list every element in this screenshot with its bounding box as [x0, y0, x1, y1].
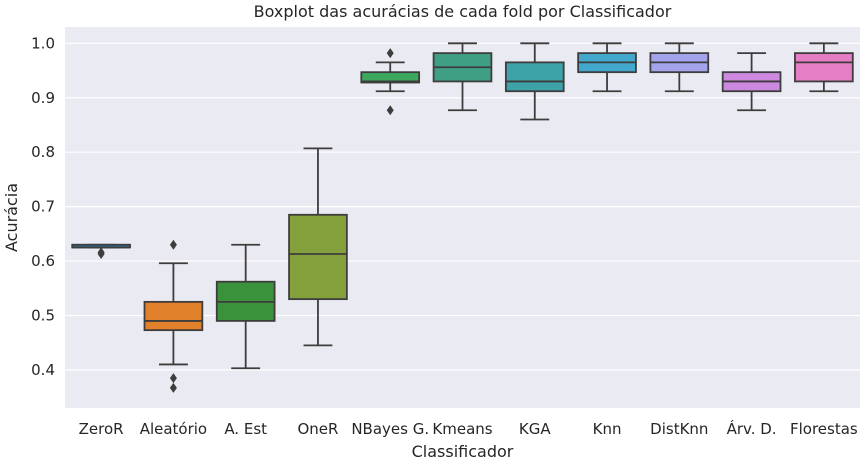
box-10	[721, 52, 782, 112]
outlier-point	[97, 247, 105, 258]
box-8	[577, 42, 637, 93]
y-tick-label: 0.5	[31, 306, 55, 324]
iqr-box	[360, 71, 421, 84]
x-tick-label: Árv. D.	[727, 419, 777, 438]
outlier-point	[386, 48, 394, 59]
x-tick-label: ZeroR	[79, 420, 124, 438]
x-tick-labels: ZeroR Aleatório A. Est OneR NBayes G. Kmeans K…	[79, 419, 858, 438]
y-tick-label: 0.4	[31, 361, 55, 379]
box-6	[432, 42, 493, 112]
chart-title: Boxplot das acurácias de cada fold por C…	[254, 2, 672, 21]
box-9	[649, 42, 710, 93]
x-tick-label: NBayes G.	[351, 420, 429, 438]
outlier-point	[169, 382, 177, 393]
y-tick-label: 0.6	[31, 252, 55, 270]
iqr-box	[288, 213, 348, 301]
y-tick-label: 1.0	[31, 34, 55, 52]
box-11	[794, 42, 854, 93]
x-axis-title: Classificador	[412, 442, 514, 460]
y-tick-label: 0.7	[31, 198, 55, 216]
box-2	[143, 239, 204, 393]
boxes	[71, 42, 854, 393]
x-tick-label: Florestas	[790, 420, 858, 438]
x-tick-label: KGA	[519, 420, 551, 438]
box-1	[71, 243, 131, 259]
x-tick-label: Aleatório	[140, 420, 207, 438]
outlier-point	[169, 373, 177, 384]
x-tick-label: Knn	[593, 420, 622, 438]
y-tick-label: 0.8	[31, 143, 55, 161]
y-tick-labels: 0.4 0.5 0.6 0.7 0.8 0.9 1.0	[31, 34, 55, 379]
box-5	[360, 48, 421, 116]
x-tick-label: A. Est	[224, 420, 267, 438]
x-tick-label: Kmeans	[432, 420, 492, 438]
box-4	[288, 147, 348, 347]
box-3	[215, 243, 276, 370]
outlier-point	[169, 239, 177, 250]
outlier-point	[386, 105, 394, 116]
y-tick-label: 0.9	[31, 89, 55, 107]
iqr-box	[794, 52, 854, 83]
iqr-box	[143, 300, 204, 332]
x-tick-label: DistKnn	[650, 420, 708, 438]
x-tick-label: OneR	[297, 420, 338, 438]
box-7	[504, 42, 565, 121]
y-axis-title: Acurácia	[2, 183, 21, 252]
iqr-box	[504, 61, 565, 93]
